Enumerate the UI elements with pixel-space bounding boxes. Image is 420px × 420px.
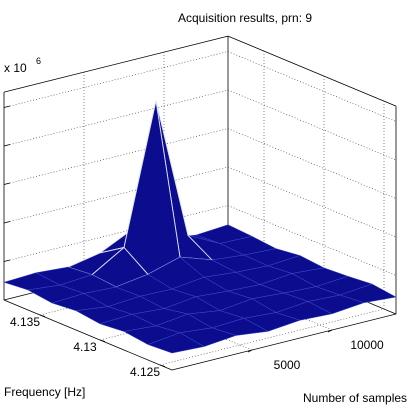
z-tick [3,182,11,185]
x-tick-label: 5000 [274,358,301,372]
y-tick-label: 4.13 [73,340,97,354]
z-grid-line [227,128,397,199]
box-edge [171,313,397,371]
z-grid-line [227,205,397,276]
x-tick [327,329,333,333]
z-multiplier: x 10 [4,61,27,75]
z-grid-line [3,128,229,185]
x-tick-label: 10000 [350,338,384,352]
z-grid-line [3,166,229,224]
z-tick [3,259,11,262]
z-grid-line [227,51,397,122]
z-tick [3,105,11,108]
z-tick [3,221,11,224]
mesh-cell [147,332,205,354]
box-edge [3,299,173,371]
z-grid-line [3,51,229,108]
y-tick [39,314,46,317]
chart-title: Acquisition results, prn: 9 [178,11,312,25]
z-tick [3,144,11,147]
y-tick [99,339,106,342]
z-grid-line [3,89,229,147]
z-grid-line [227,166,397,238]
x-tick [247,349,253,353]
y-tick-label: 4.125 [130,365,160,379]
y-tick [159,364,166,367]
z-exponent: 6 [36,56,41,66]
x-axis-label: Number of samples [303,391,407,405]
y-tick-label: 4.135 [10,315,40,329]
z-grid-line [3,205,229,262]
y-grid-line [159,308,385,366]
y-axis-label: Frequency [Hz] [4,385,85,399]
box-edge [227,35,397,107]
z-grid-line [227,89,397,161]
box-edge [3,35,229,93]
